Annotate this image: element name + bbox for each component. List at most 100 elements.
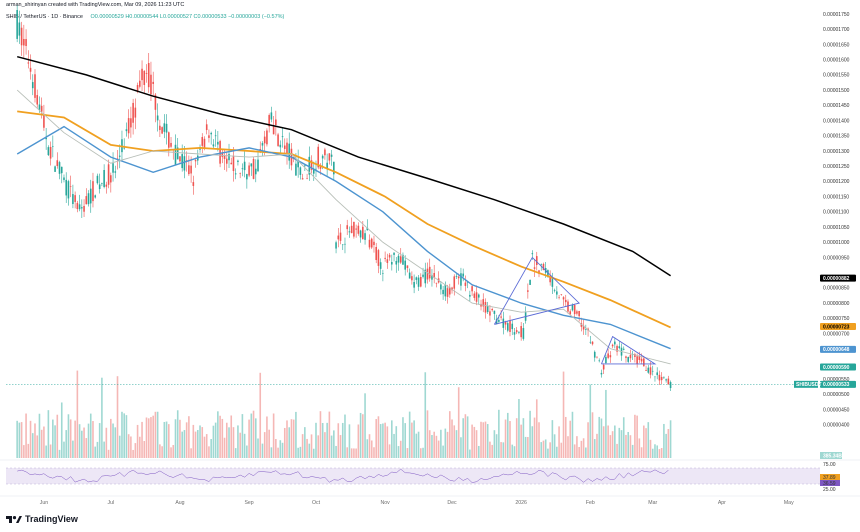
candle-body (654, 376, 656, 378)
volume-bar (328, 411, 331, 458)
time-axis: Jun Jul Aug Sep Oct Nov Dec 2026 Feb Mar Apr May (40, 500, 794, 506)
candle-body (651, 370, 654, 372)
volume-bar (92, 421, 94, 458)
symbol-tag (794, 380, 818, 388)
volume-bar (391, 420, 393, 458)
y-tick-label: 0.00001650 (823, 42, 850, 48)
candle-body (299, 167, 302, 175)
volume-layer (16, 370, 672, 458)
candle-body (295, 163, 297, 176)
candle-body (150, 74, 152, 95)
volume-bar (556, 446, 558, 458)
volume-bar (315, 422, 317, 458)
volume-bar (297, 447, 299, 458)
volume-bar (18, 422, 21, 458)
volume-bar (112, 423, 114, 458)
candle-body (283, 145, 286, 149)
volume-bar (645, 428, 647, 458)
candle-body (444, 284, 447, 297)
candle-body (593, 351, 596, 358)
volume-bar (85, 438, 88, 458)
candle-body (31, 82, 34, 89)
candle-body (643, 358, 645, 367)
candle-body (404, 260, 406, 270)
volume-bar (152, 415, 154, 458)
volume-bar (643, 425, 645, 458)
volume-bar (205, 434, 208, 458)
volume-bar (261, 443, 264, 458)
volume-bar (404, 423, 406, 458)
volume-bar (333, 430, 335, 458)
volume-bar (130, 436, 132, 458)
price-tag (820, 345, 856, 353)
volume-bar (625, 434, 627, 458)
rsi-tick-tag (820, 474, 840, 480)
candle-body (152, 81, 154, 84)
price-tag (820, 380, 856, 388)
candle-body (408, 272, 411, 279)
volume-bar (571, 411, 574, 458)
candle-body (288, 143, 291, 161)
price-tag-text: 0.00000533 (823, 382, 850, 388)
volume-bar (455, 430, 458, 458)
volume-bar (174, 419, 177, 458)
candle-body (350, 225, 353, 234)
moving-average-layer (16, 55, 672, 365)
volume-bar (350, 448, 353, 458)
candle-body (74, 195, 76, 202)
candle-body (384, 257, 386, 259)
volume-bar (388, 444, 391, 458)
volume-bar (500, 442, 502, 458)
candle-body (297, 160, 299, 168)
candle-body (382, 273, 384, 274)
candle-body (428, 266, 431, 279)
candle-body (87, 193, 90, 205)
volume-bar (669, 420, 672, 458)
candle-body (433, 273, 435, 278)
candle-body (431, 275, 433, 280)
volume-bar (319, 411, 322, 458)
candle-body (123, 147, 125, 149)
candle-body (567, 301, 569, 312)
y-tick-label: 0.00001450 (823, 103, 850, 109)
candle-body (462, 273, 464, 277)
volume-bar (330, 435, 333, 458)
candle-body (333, 161, 335, 175)
candle-body (335, 242, 337, 249)
candle-body (627, 357, 630, 362)
candle-body (391, 262, 393, 265)
volume-bar (283, 427, 286, 458)
candle-body (96, 175, 99, 184)
volume-bar (620, 430, 623, 458)
volume-bar (217, 411, 219, 458)
candle-body (69, 186, 72, 187)
candle-body (83, 205, 85, 212)
volume-bar (156, 411, 159, 458)
candle-body (415, 277, 418, 280)
x-tick-label: Jul (107, 500, 114, 506)
ma_black-line (17, 55, 672, 277)
candle-body (308, 156, 311, 175)
volume-bar (373, 447, 375, 458)
y-tick-label: 0.00001600 (823, 58, 850, 64)
x-tick-label: Mar (648, 500, 657, 506)
candle-body (602, 364, 605, 370)
candle-body (192, 182, 195, 186)
volume-bar (98, 423, 101, 458)
volume-bar (221, 418, 224, 458)
volume-bar (515, 418, 518, 458)
volume-bar (299, 446, 302, 458)
triangle-pattern-2 (601, 335, 657, 365)
candle-body (257, 159, 259, 172)
volume-bar (451, 419, 453, 458)
volume-bar (69, 419, 72, 458)
volume-bar (52, 419, 54, 458)
candle-body (669, 382, 672, 389)
volume-bar (288, 427, 291, 458)
candle-body (114, 171, 117, 173)
author-line: arman_shirinyan created with TradingView… (6, 2, 185, 8)
volume-bar (317, 435, 320, 458)
candle-body (486, 305, 489, 313)
volume-bar (547, 448, 549, 458)
candle-body (393, 252, 395, 255)
